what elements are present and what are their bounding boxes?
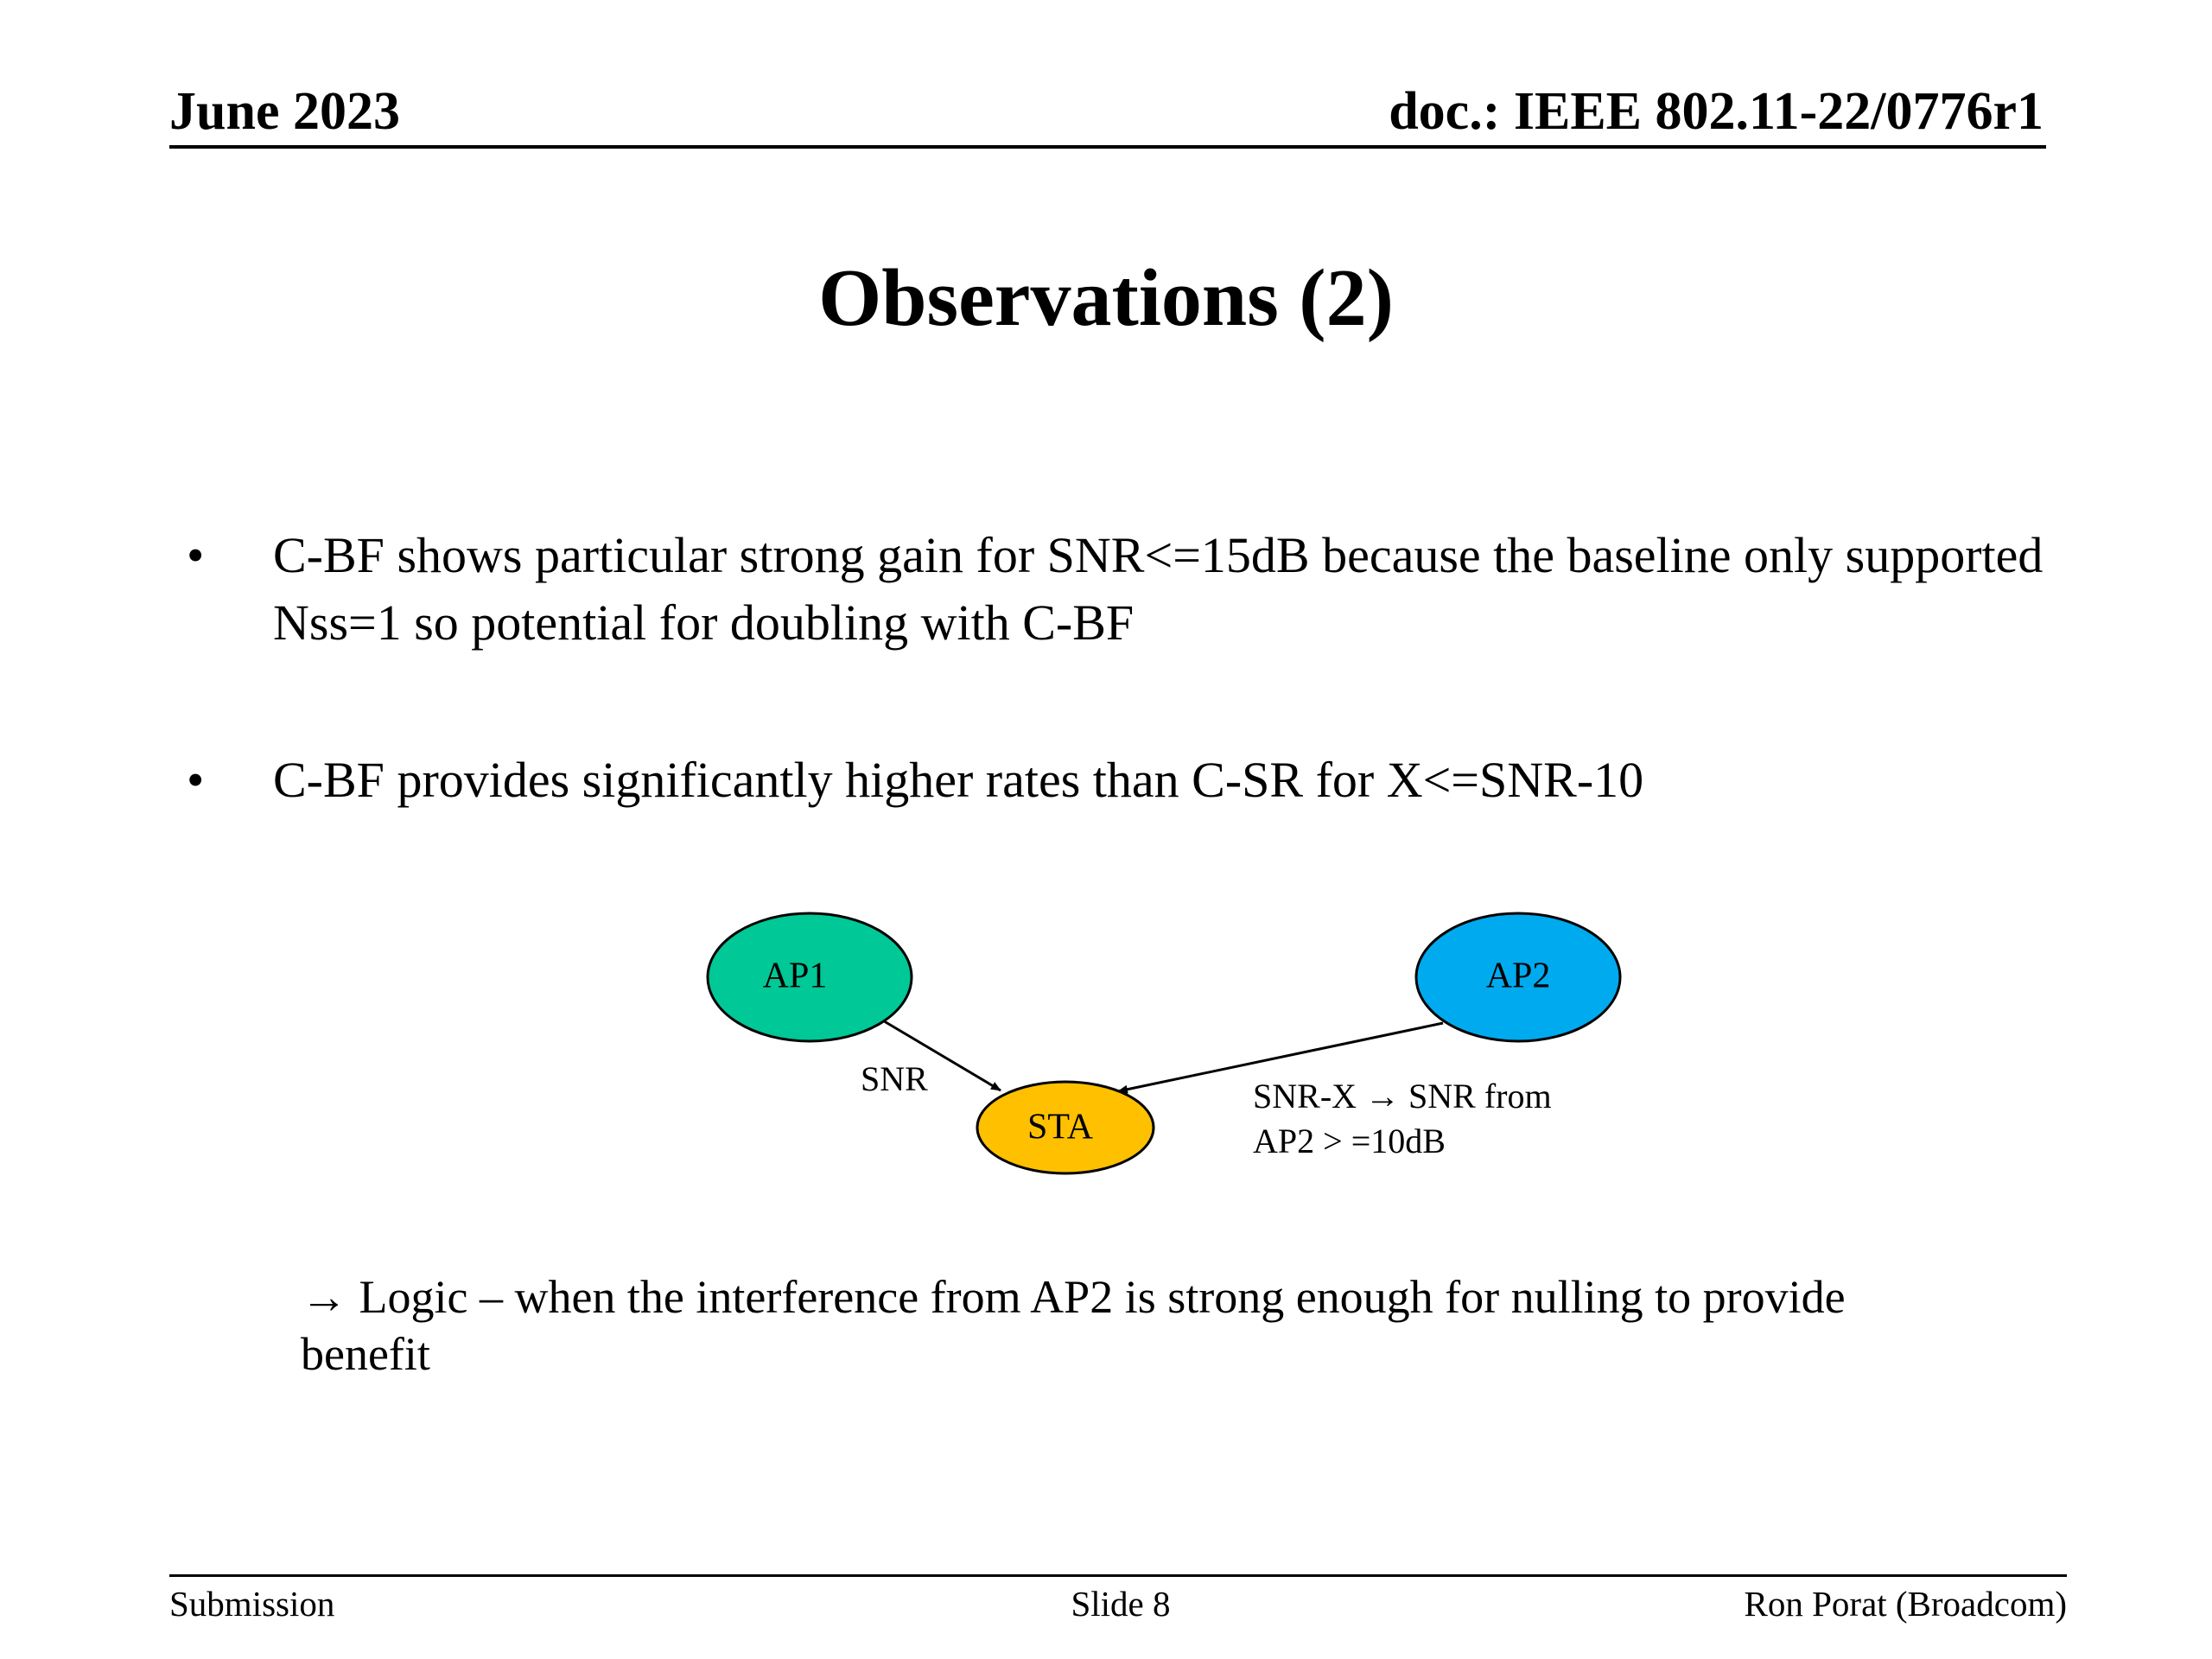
logic-note: → Logic – when the interference from AP2… — [301, 1271, 1846, 1380]
edge-ap2-sta — [1117, 1021, 1444, 1094]
bullet-marker: • — [187, 752, 205, 808]
footer-author: Ron Porat (Broadcom) — [1744, 1584, 2067, 1624]
bullet-text: C-BF shows particular strong gain for SN… — [273, 527, 2044, 651]
bullet-marker: • — [187, 527, 205, 583]
slide-title: Observations (2) — [818, 253, 1394, 343]
footer-divider — [169, 1574, 2067, 1577]
bullet-item: • C-BF provides significantly higher rat… — [187, 747, 2044, 816]
sta-node — [976, 1080, 1155, 1175]
bullet-text: C-BF provides significantly higher rates… — [273, 752, 1644, 808]
header-divider — [169, 145, 2046, 149]
ap1-label: AP1 — [763, 957, 828, 996]
ap2-label: AP2 — [1486, 957, 1551, 996]
edge-ap2-label-line1: SNR-X → SNR from — [1253, 1077, 1552, 1116]
ap1-node — [706, 912, 913, 1043]
header-date: June 2023 — [169, 82, 400, 141]
footer-submission: Submission — [169, 1584, 335, 1624]
edge-ap2-label-line2: AP2 > =10dB — [1253, 1122, 1446, 1160]
footer-slide-number: Slide 8 — [1071, 1584, 1171, 1624]
ap2-node — [1414, 912, 1622, 1043]
header-doc-id: doc.: IEEE 802.11-22/0776r1 — [1389, 82, 2044, 141]
sta-label: STA — [1027, 1108, 1094, 1147]
edge-ap1-sta — [880, 1018, 1001, 1092]
edge-ap1-label: SNR — [861, 1059, 928, 1098]
bullet-item: • C-BF shows particular strong gain for … — [187, 522, 2044, 660]
